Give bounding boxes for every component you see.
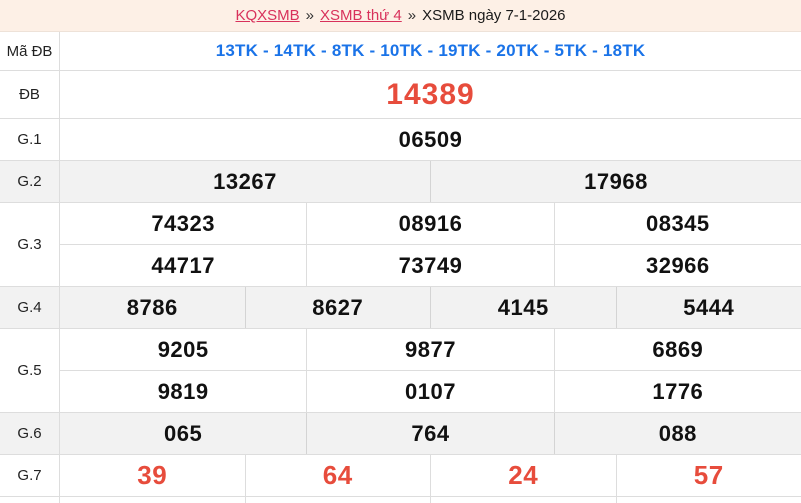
- row-db: ĐB 14389: [0, 71, 801, 119]
- prize-cell: 17968: [430, 161, 801, 202]
- prize-cell: 5444: [615, 287, 801, 328]
- row-label: Mã ĐB: [0, 32, 60, 70]
- prize-cell: 8786: [126, 294, 178, 320]
- row-label: G.7: [0, 455, 60, 496]
- row-label: G.3: [0, 203, 60, 286]
- prize-cell: 9205: [157, 336, 209, 362]
- breadcrumb-link-xsmb-thu-4[interactable]: XSMB thứ 4: [320, 7, 402, 24]
- prize-cell: 4145: [430, 287, 616, 328]
- prize-cell: 13267: [213, 168, 277, 194]
- breadcrumb-link-kqxsmb[interactable]: KQXSMB: [235, 7, 300, 24]
- row-label: ĐB: [0, 71, 60, 118]
- row-label: G.2: [0, 161, 60, 202]
- row-label: G.5: [0, 329, 60, 412]
- special-code-value: 13TK - 14TK - 8TK - 10TK - 19TK - 20TK -…: [215, 41, 646, 60]
- prize-cell: 32966: [553, 245, 801, 286]
- prize-cell: 8627: [244, 287, 431, 328]
- breadcrumb-separator: »: [305, 7, 314, 24]
- row-label: G.4: [0, 287, 60, 328]
- row-g6: G.6 065 764 088: [0, 413, 801, 455]
- prize-cell: 44717: [151, 252, 215, 278]
- row-g5: G.5 9205 9877 6869 9819 0107 1776: [0, 329, 801, 413]
- prize-cell: 74323: [151, 210, 215, 236]
- row-g2: G.2 13267 17968: [0, 161, 801, 203]
- prize-cell: 24: [430, 455, 616, 496]
- breadcrumb: KQXSMB » XSMB thứ 4 » XSMB ngày 7-1-2026: [0, 0, 801, 32]
- row-label: G.6: [0, 413, 60, 454]
- prize-cell: 9877: [306, 329, 553, 370]
- prize-cell: 06509: [398, 126, 463, 152]
- prize-cell: 57: [615, 455, 801, 496]
- results-table: Mã ĐB 13TK - 14TK - 8TK - 10TK - 19TK - …: [0, 32, 801, 503]
- prize-cell: 08916: [306, 203, 553, 244]
- row-ma-db: Mã ĐB 13TK - 14TK - 8TK - 10TK - 19TK - …: [0, 32, 801, 71]
- breadcrumb-separator: »: [407, 7, 417, 24]
- row-g4: G.4 8786 8627 4145 5444: [0, 287, 801, 329]
- prize-cell: 73749: [306, 245, 553, 286]
- prize-cell: 08345: [553, 203, 801, 244]
- prize-cell: 764: [306, 413, 553, 454]
- row-g3: G.3 74323 08916 08345 44717 73749 32966: [0, 203, 801, 287]
- row-g7: G.7 39 64 24 57: [0, 455, 801, 497]
- prize-cell: 065: [164, 420, 203, 446]
- table-cutoff-strip: [0, 497, 801, 503]
- prize-cell: 14389: [386, 77, 475, 111]
- prize-cell: 64: [244, 455, 431, 496]
- prize-cell: 39: [137, 460, 168, 490]
- prize-cell: 0107: [306, 371, 553, 412]
- row-label: G.1: [0, 119, 60, 160]
- prize-cell: 1776: [553, 371, 801, 412]
- prize-cell: 6869: [553, 329, 801, 370]
- prize-cell: 9819: [157, 378, 209, 404]
- breadcrumb-current: XSMB ngày 7-1-2026: [422, 7, 566, 24]
- row-g1: G.1 06509: [0, 119, 801, 161]
- prize-cell: 088: [553, 413, 801, 454]
